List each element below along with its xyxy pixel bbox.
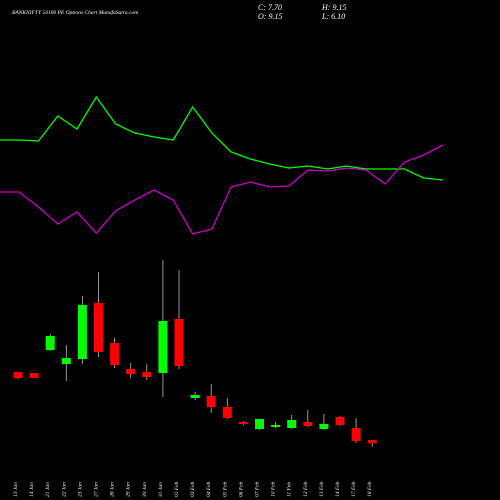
x-tick-label: 06 Feb [238,481,244,497]
x-tick-label: 14 Feb [334,481,341,497]
candle-body [110,343,120,366]
x-tick-label: 10 Feb [271,481,277,497]
candle-body [335,416,345,426]
candle-body [351,428,361,442]
x-tick-label: 17 Feb [351,481,357,497]
candle-body [61,358,71,364]
candle-body [287,420,297,429]
close-info: C: 7.70 [258,3,282,12]
candle-body [94,303,103,353]
chart-title: BANKNIFTY 54100 PE Options Chart MunafaS… [12,9,138,16]
x-tick-label: 29 Jan [126,482,132,497]
x-tick-label: 12 Feb [303,481,309,497]
x-tick-label: 11 Feb [287,482,293,497]
x-tick-label: 04 Feb [205,481,212,497]
candle-body [174,318,184,367]
x-tick-label: 23 Jan [77,482,83,497]
x-tick-label: 03 Feb [190,481,196,497]
candle-body [255,418,264,429]
open-info: O: 9.15 [258,12,282,21]
x-tick-label: 30 Jan [142,482,148,498]
candle-body [319,423,329,429]
candle-body [367,440,377,444]
indicator-line [0,95,444,181]
candle-body [29,373,39,379]
low-info: L: 6.10 [321,12,345,21]
x-tick-label: 01 Feb [174,481,180,497]
candle-body [13,372,23,379]
candle-body [77,305,87,359]
x-tick-label: 21 Jan [45,482,51,497]
x-tick-label: 05 Feb [222,481,228,497]
x-tick-label: 28 Jan [110,482,116,497]
candle-body [190,395,200,399]
candle-body [158,321,168,374]
x-tick-label: 14 Jan [28,482,35,497]
x-tick-label: 18 Feb [367,481,373,497]
candle-body [126,368,136,374]
x-tick-label: 07 Feb [255,481,261,497]
candle-body [271,425,281,427]
candle-body [238,421,248,424]
x-tick-label: 13 Feb [319,481,325,497]
candle-body [303,421,313,427]
indicator-line [0,144,444,235]
x-tick-label: 27 Jan [94,482,100,497]
x-tick-label: 31 Jan [158,482,164,498]
candle-body [45,336,55,351]
candle-body [222,406,232,419]
candle-body [206,396,216,407]
x-tick-label: 22 Jan [61,482,67,497]
high-info: H: 9.15 [321,3,346,12]
candle-body [142,372,152,378]
x-tick-label: 13 Jan [13,482,19,497]
